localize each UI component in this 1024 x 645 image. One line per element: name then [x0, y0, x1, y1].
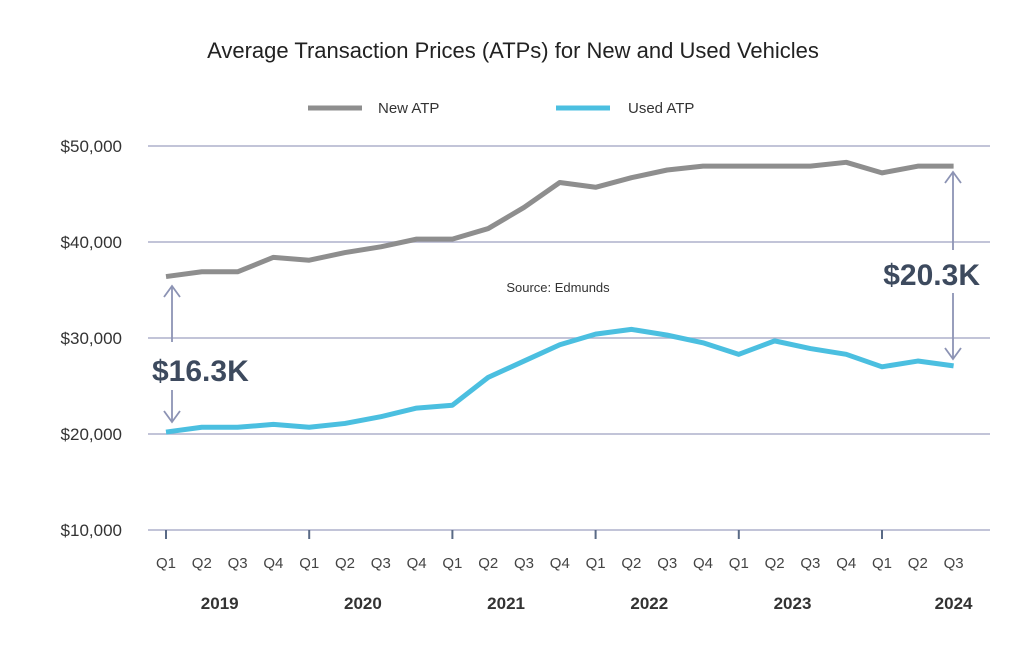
x-tick-label: Q2 [765, 555, 785, 572]
gap-annotation-2019: $16.3K [152, 355, 249, 388]
series-line-new-atp [166, 162, 954, 276]
x-tick-label: Q3 [657, 555, 677, 572]
x-tick-label: Q1 [299, 555, 319, 572]
x-tick-label: Q1 [442, 555, 462, 572]
x-year-label: 2021 [487, 594, 525, 613]
y-tick-label: $30,000 [61, 329, 122, 348]
x-tick-label: Q3 [228, 555, 248, 572]
x-tick-label: Q2 [192, 555, 212, 572]
x-tick-label: Q3 [371, 555, 391, 572]
x-tick-label: Q4 [263, 555, 283, 572]
source-note: Source: Edmunds [506, 280, 610, 295]
x-tick-label: Q1 [156, 555, 176, 572]
x-year-label: 2024 [935, 594, 973, 613]
legend-label-new: New ATP [378, 100, 439, 117]
x-year-label: 2020 [344, 594, 382, 613]
gap-annotation-2024: $20.3K [883, 259, 980, 292]
x-tick-label: Q4 [550, 555, 570, 572]
x-tick-label: Q2 [335, 555, 355, 572]
x-tick-label: Q2 [621, 555, 641, 572]
y-tick-label: $20,000 [61, 425, 122, 444]
x-tick-label: Q1 [586, 555, 606, 572]
y-tick-label: $40,000 [61, 233, 122, 252]
x-tick-label: Q2 [908, 555, 928, 572]
x-tick-label: Q1 [872, 555, 892, 572]
x-year-label: 2023 [774, 594, 812, 613]
x-tick-label: Q4 [407, 555, 427, 572]
x-tick-label: Q4 [693, 555, 713, 572]
x-tick-label: Q1 [729, 555, 749, 572]
legend-label-used: Used ATP [628, 100, 694, 117]
x-tick-label: Q2 [478, 555, 498, 572]
x-tick-label: Q3 [800, 555, 820, 572]
y-tick-label: $10,000 [61, 521, 122, 540]
x-tick-label: Q3 [944, 555, 964, 572]
legend: New ATP Used ATP [308, 100, 694, 117]
y-tick-label: $50,000 [61, 137, 122, 156]
x-year-label: 2022 [630, 594, 668, 613]
x-tick-label: Q4 [836, 555, 856, 572]
chart-title: Average Transaction Prices (ATPs) for Ne… [207, 38, 819, 63]
x-year-label: 2019 [201, 594, 239, 613]
x-tick-label: Q3 [514, 555, 534, 572]
